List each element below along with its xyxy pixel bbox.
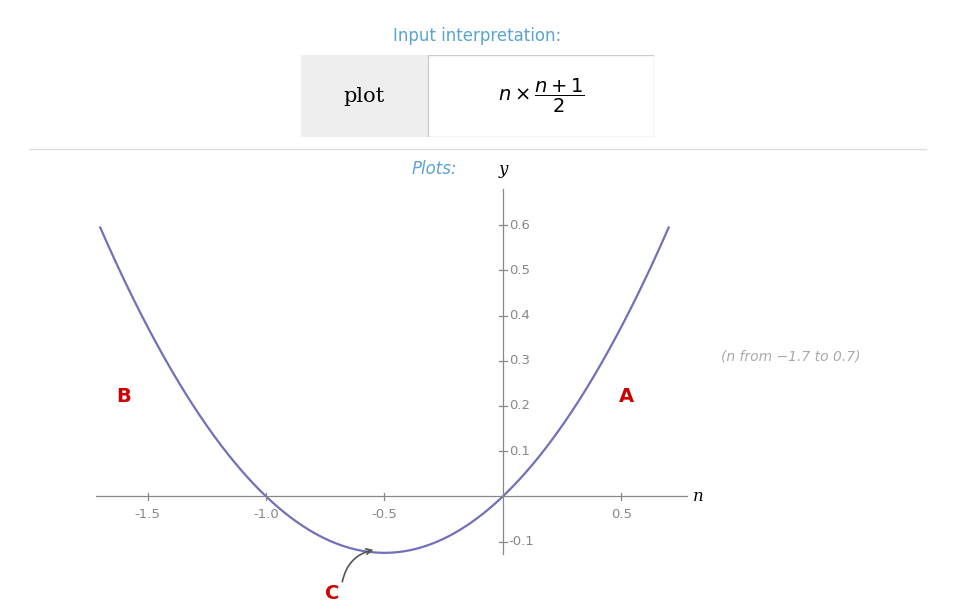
Text: -0.1: -0.1 <box>509 535 535 548</box>
Text: 0.2: 0.2 <box>509 400 530 412</box>
Text: Plots:: Plots: <box>412 160 457 178</box>
Text: 0.1: 0.1 <box>509 445 530 458</box>
FancyBboxPatch shape <box>301 55 428 137</box>
Text: y: y <box>499 161 507 178</box>
Text: 0.6: 0.6 <box>509 219 530 232</box>
Text: n: n <box>692 488 703 505</box>
Text: $n\times\dfrac{n+1}{2}$: $n\times\dfrac{n+1}{2}$ <box>498 77 584 115</box>
Text: 0.5: 0.5 <box>509 264 530 277</box>
Text: 0.3: 0.3 <box>509 354 530 367</box>
Text: -1.5: -1.5 <box>135 508 160 521</box>
Text: (n from −1.7 to 0.7): (n from −1.7 to 0.7) <box>721 350 860 364</box>
Text: plot: plot <box>344 87 385 106</box>
Text: -0.5: -0.5 <box>371 508 397 521</box>
Text: 0.5: 0.5 <box>611 508 632 521</box>
Text: A: A <box>619 387 633 406</box>
Text: B: B <box>117 387 131 406</box>
Text: Input interpretation:: Input interpretation: <box>393 27 562 46</box>
Text: 0.4: 0.4 <box>509 309 530 322</box>
Text: C: C <box>325 584 340 603</box>
Text: -1.0: -1.0 <box>253 508 279 521</box>
FancyBboxPatch shape <box>301 55 654 137</box>
